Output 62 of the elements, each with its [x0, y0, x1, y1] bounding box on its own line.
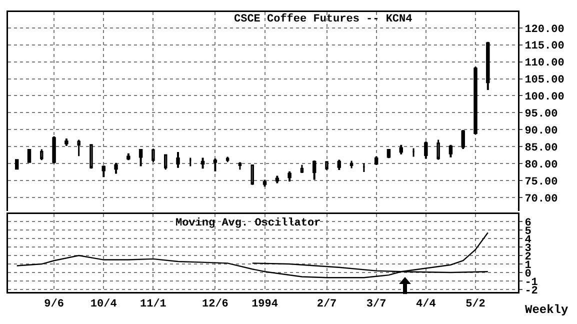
x-tick-label: 2/7	[316, 298, 337, 311]
chart-title: CSCE Coffee Futures -- KCN4	[234, 12, 413, 26]
candlestick	[102, 164, 106, 178]
y-tick-label: 75.00	[524, 176, 558, 188]
candlestick	[399, 144, 403, 156]
candlestick	[337, 158, 342, 171]
chart-title: Moving Avg. Oscillator	[175, 217, 321, 230]
candlestick	[152, 148, 155, 163]
candlestick	[126, 152, 130, 162]
candlestick	[52, 135, 56, 165]
candlestick	[374, 155, 378, 166]
candlestick	[350, 160, 354, 170]
y-tick-label: 95.00	[524, 108, 558, 121]
x-tick-label: 10/4	[90, 298, 118, 311]
candlestick	[288, 170, 292, 182]
line-series	[16, 232, 488, 278]
candlestick	[188, 157, 192, 167]
y-tick-label: 80.00	[524, 159, 558, 172]
x-tick-label: 4/4	[416, 298, 436, 311]
candlestick	[461, 128, 465, 150]
candlestick	[164, 154, 168, 170]
y-tick-label: 85.00	[524, 142, 558, 154]
y-tick-label: 120.00	[524, 24, 564, 36]
candlestick	[138, 148, 143, 168]
candlestick	[325, 160, 328, 171]
candlestick	[40, 148, 44, 161]
x-tick-label: 9/6	[44, 298, 64, 311]
candlestick	[412, 148, 416, 158]
text: Weekly	[525, 303, 568, 317]
y-tick-label: 115.00	[524, 40, 564, 53]
candlestick	[448, 144, 453, 158]
candlestick	[312, 159, 316, 181]
x-tick-label: 3/7	[366, 298, 386, 311]
candlestick	[300, 164, 304, 174]
candlestick	[262, 178, 267, 188]
candlestick	[64, 137, 68, 147]
candlestick	[27, 148, 32, 164]
candlestick	[226, 156, 230, 163]
candlestick	[213, 157, 218, 172]
candlestick	[77, 139, 80, 157]
candlestick	[90, 144, 93, 170]
candlestick	[14, 158, 19, 171]
candlestick	[200, 156, 205, 170]
candlestick	[275, 174, 280, 184]
candlestick	[176, 151, 180, 169]
candlestick	[386, 148, 391, 160]
y-tick-label: 70.00	[524, 193, 558, 206]
candlestick	[238, 161, 242, 170]
y-tick-label: 105.00	[524, 74, 564, 87]
y-tick-label: 110.00	[524, 58, 564, 70]
y-tick-label: 90.00	[524, 125, 558, 138]
candlestick	[486, 40, 490, 91]
x-tick-label: 12/6	[202, 298, 228, 311]
candlestick	[250, 164, 254, 186]
y-tick-label: 100.00	[524, 92, 564, 104]
x-tick-label: 1994	[252, 298, 278, 311]
candlestick	[424, 140, 428, 160]
x-tick-label: 5/2	[466, 298, 486, 311]
candlestick	[436, 139, 440, 161]
candlestick	[114, 162, 118, 175]
x-tick-label: 11/1	[140, 298, 167, 311]
candlestick	[362, 162, 366, 173]
